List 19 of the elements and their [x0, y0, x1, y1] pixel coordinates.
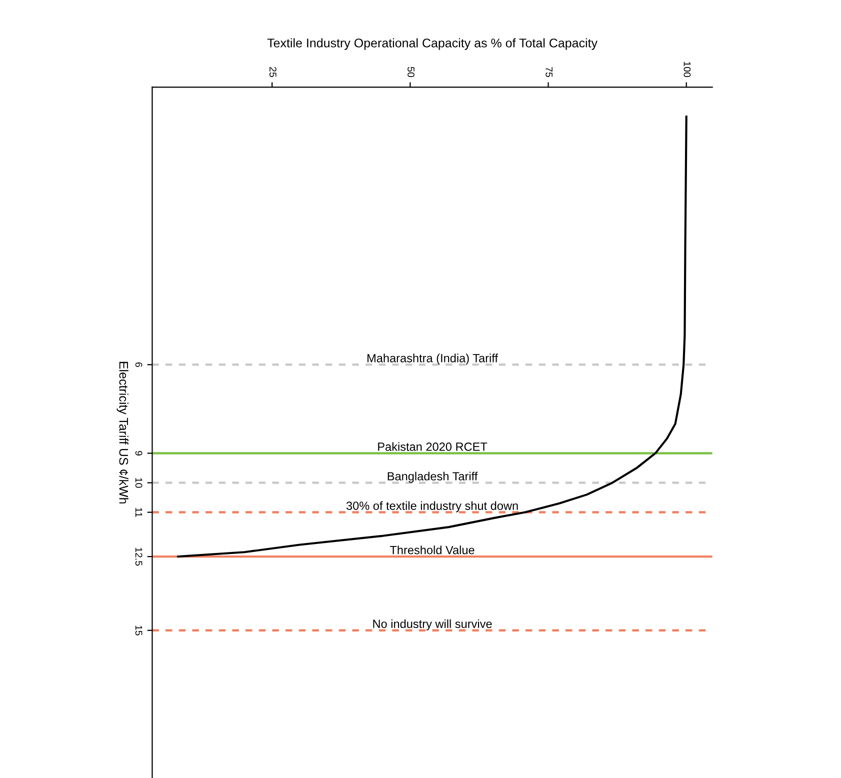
- x-tick-label: 75: [546, 67, 552, 78]
- x-axis-title: Textile Industry Operational Capacity as % of Total Capacity: [267, 38, 598, 50]
- ref-line-label: Bangladesh Tariff: [388, 472, 478, 483]
- line-series: [177, 116, 688, 558]
- x-tick-label: 25: [269, 67, 276, 78]
- y-tick-label: 9: [135, 450, 142, 456]
- ref-line-label: No industry will survive: [373, 619, 492, 630]
- y-tick-label: 15: [135, 626, 142, 636]
- ref-line-label: Threshold Value: [390, 546, 474, 554]
- x-tick-label: 100: [684, 62, 691, 78]
- y-tick-label: 6: [135, 362, 142, 367]
- ref-line-label: Maharashtra (India) Tariff: [368, 354, 498, 365]
- y-axis-title: Electricity Tariff US ¢/kWh: [116, 362, 128, 504]
- y-tick-label: 10: [135, 478, 142, 488]
- y-tick-label: 11: [135, 508, 142, 517]
- x-tick-label: 50: [408, 66, 414, 78]
- y-tick-label: 12.5: [135, 548, 142, 566]
- ref-line-label: 30% of textile industry shut down: [346, 501, 518, 512]
- ref-line-label: Pakistan 2020 RCET: [378, 442, 488, 451]
